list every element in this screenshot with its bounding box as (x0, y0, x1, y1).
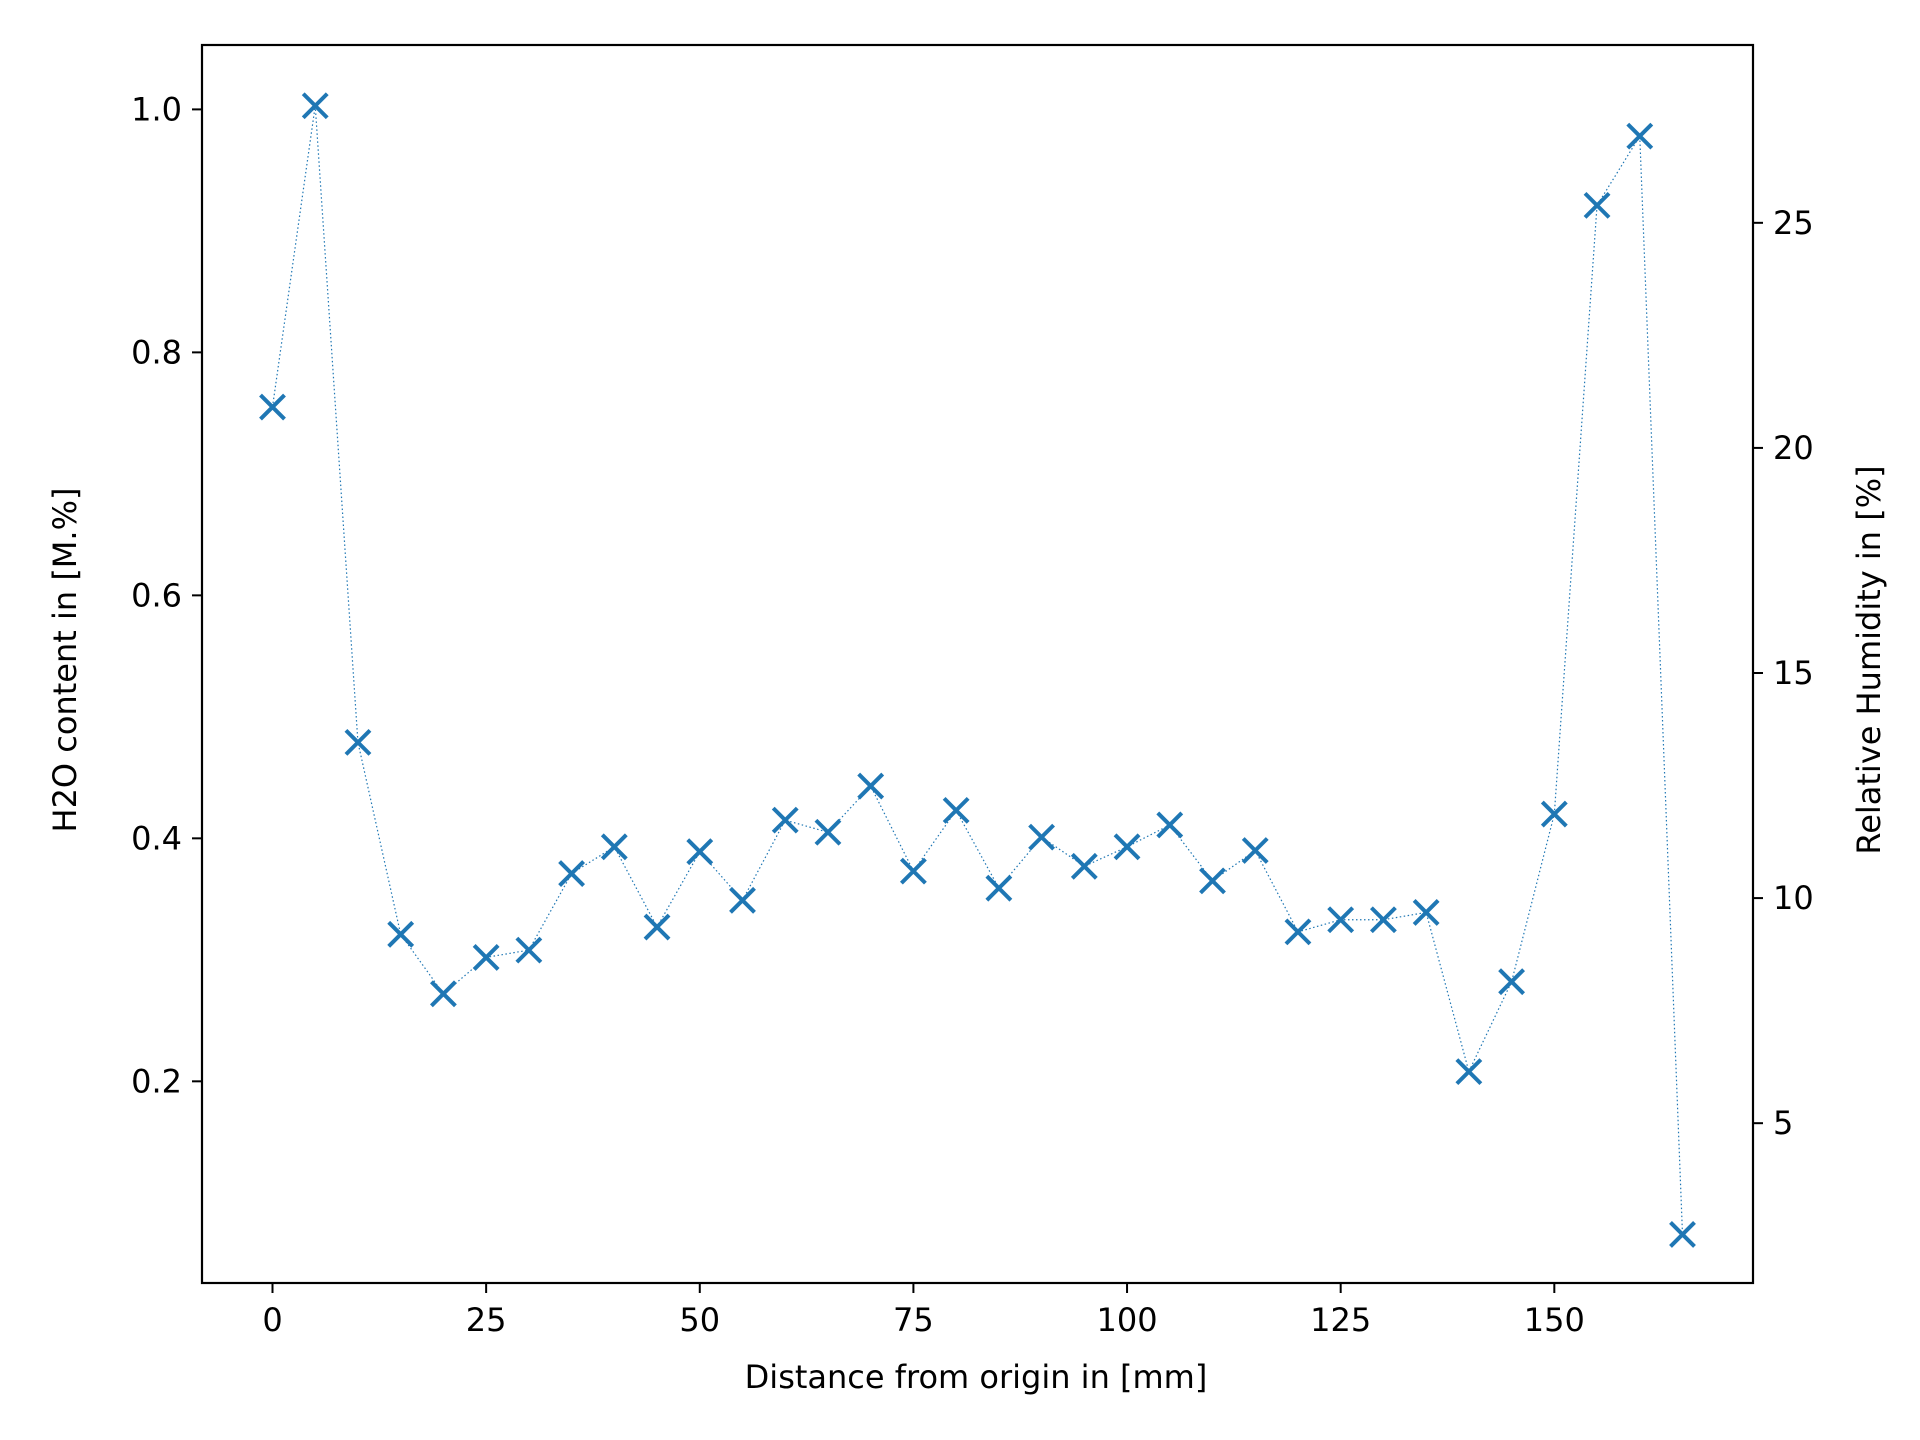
data-point (1540, 800, 1568, 828)
data-point (1369, 906, 1397, 934)
y-tick-label: 0.4 (131, 819, 182, 857)
data-point (942, 796, 970, 824)
data-point (1070, 852, 1098, 880)
data-point (1498, 968, 1526, 996)
y-tick-label: 0.6 (131, 576, 182, 614)
y-tick-label: 0.8 (131, 333, 182, 371)
data-point (899, 857, 927, 885)
data-point (985, 874, 1013, 902)
data-point (1113, 833, 1141, 861)
plot-area (259, 92, 1696, 1248)
data-point (1199, 867, 1226, 895)
data-point (344, 728, 372, 756)
data-point (429, 980, 457, 1008)
y-axis-title: H2O content in [M.%] (46, 488, 84, 833)
y2-tick-label: 10 (1773, 879, 1814, 917)
plot-frame (200, 43, 1755, 1285)
series-line (271, 105, 1684, 1235)
data-point (857, 772, 885, 800)
x-tick-label: 75 (893, 1301, 934, 1339)
x-tick-label: 125 (1310, 1301, 1371, 1339)
data-point (1669, 1220, 1696, 1248)
x-tick-label: 0 (262, 1301, 282, 1339)
y2-tick-label: 25 (1773, 204, 1814, 242)
data-point (686, 838, 714, 866)
data-point (771, 806, 799, 834)
data-point (729, 886, 756, 914)
x-tick-label: 50 (679, 1301, 720, 1339)
data-point (1455, 1058, 1483, 1086)
data-point (1626, 122, 1654, 150)
axes: 0 25 50 75 100 125 150 0.2 0.4 0.6 0.8 1.0 5 10 15 20 25 (131, 43, 1814, 1339)
y-tick-label: 1.0 (131, 90, 182, 128)
data-point (301, 92, 329, 120)
data-point (1241, 837, 1269, 864)
data-point (515, 936, 543, 964)
x-tick-label: 25 (466, 1301, 507, 1339)
y2-axis-title: Relative Humidity in [%] (1850, 465, 1888, 854)
data-point (1412, 899, 1440, 926)
data-point (1583, 191, 1611, 219)
y-tick-label: 0.2 (131, 1062, 182, 1100)
x-axis-title: Distance from origin in [mm] (745, 1358, 1208, 1396)
x-tick-label: 150 (1524, 1301, 1585, 1339)
data-point (814, 818, 842, 846)
y2-tick-label: 15 (1773, 654, 1814, 692)
data-point (472, 943, 500, 971)
data-point (1284, 918, 1312, 946)
x-tick-label: 100 (1097, 1301, 1158, 1339)
y2-tick-label: 5 (1773, 1104, 1793, 1142)
y2-tick-label: 20 (1773, 429, 1814, 467)
data-point (1327, 906, 1355, 934)
data-point (1156, 811, 1184, 839)
data-point (600, 833, 628, 861)
data-point (259, 393, 286, 421)
data-point (643, 913, 671, 941)
data-point (387, 920, 415, 948)
data-point (558, 860, 586, 887)
data-point (1028, 823, 1056, 851)
